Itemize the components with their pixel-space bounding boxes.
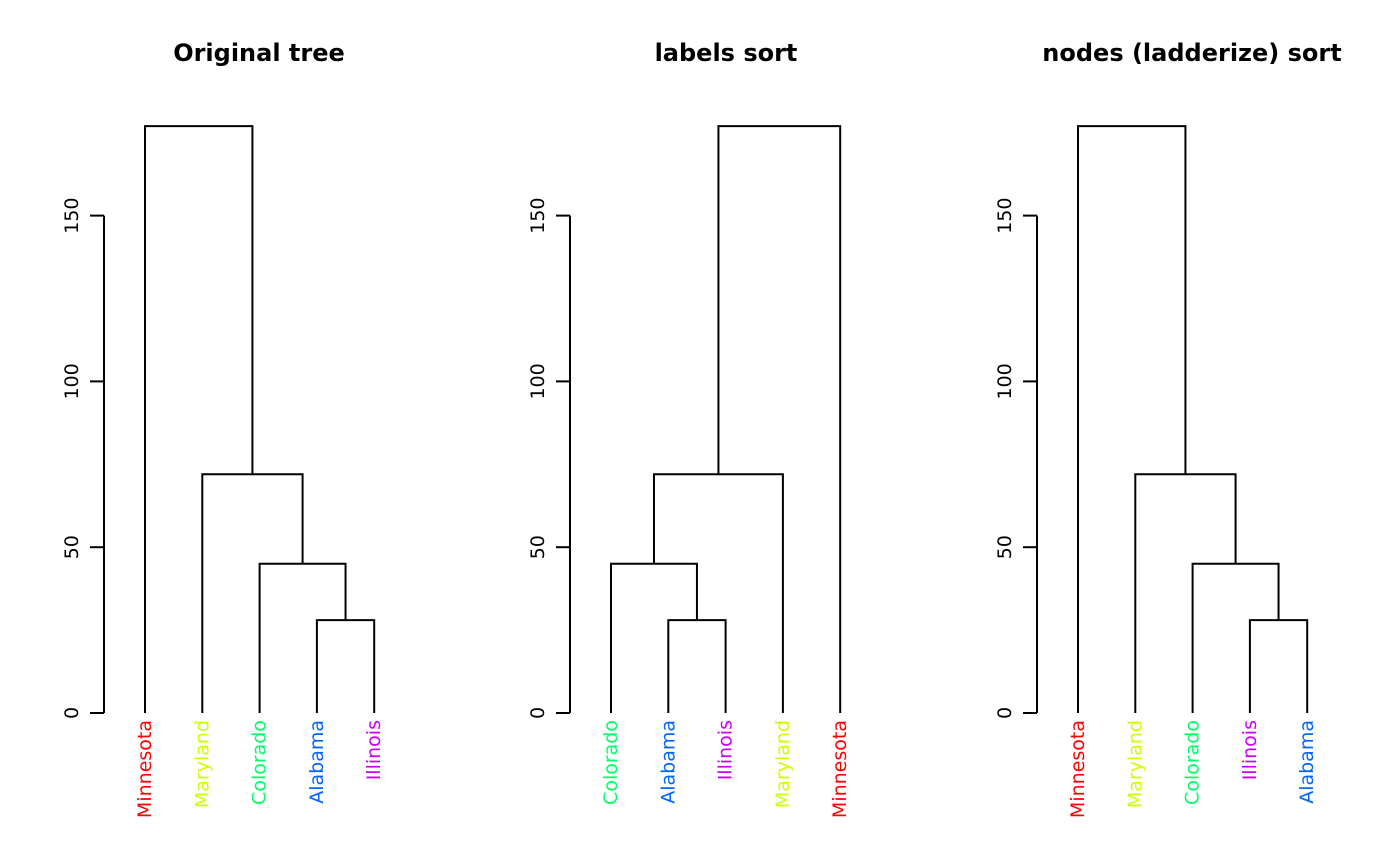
panel-nodes-ladderize-sort: nodes (ladderize) sort 0 50 100 150 Minnesot… [994,39,1342,818]
leaf-label: Alabama [1296,720,1318,804]
dendrogram-branch [717,125,842,713]
dendrogram-branch [201,473,304,713]
panel-labels-sort: labels sort 0 50 100 150 Colorado Alabama Illi… [527,39,851,818]
y-tick-label: 100 [527,363,549,399]
dendrogram-branch [144,125,254,713]
y-tick-label: 150 [994,197,1016,233]
leaf-label: Colorado [249,720,271,805]
y-tick-label: 150 [61,197,83,233]
leaf-label: Maryland [772,720,794,808]
y-tick-label: 150 [527,197,549,233]
y-tick-label: 100 [61,363,83,399]
dendrogram-branch [1248,619,1309,713]
y-tick-label: 50 [61,535,83,559]
panel-title: nodes (ladderize) sort [1042,39,1341,67]
leaf-label: Alabama [306,720,328,804]
leaf-label: Illinois [1239,720,1261,780]
leaf-label: Maryland [1124,720,1146,808]
leaf-label: Illinois [715,720,737,780]
panel-title: labels sort [655,39,798,67]
dendrogram-branch [1077,125,1187,713]
leaf-label: Minnesota [1067,720,1089,818]
y-tick-label: 50 [994,535,1016,559]
dendrogram-branch [610,562,698,713]
dendrogram-branch [1191,562,1280,713]
panel-title: Original tree [173,39,345,67]
leaf-label: Illinois [363,720,385,780]
y-tick-label: 100 [994,363,1016,399]
y-tick-label: 0 [527,707,549,719]
dendrogram-branch [315,619,376,713]
dendrogram-branch [258,562,347,713]
y-tick-label: 0 [61,707,83,719]
dendrogram-branch [667,619,727,713]
dendrogram-branch [652,473,784,713]
leaf-label: Alabama [657,720,679,804]
panel-original-tree: Original tree 0 50 100 150 Minnesota Maryland… [61,39,385,818]
dendrogram-branch [1134,473,1237,713]
leaf-label: Maryland [191,720,213,808]
leaf-label: Colorado [600,720,622,805]
leaf-label: Minnesota [829,720,851,818]
y-tick-label: 0 [994,707,1016,719]
leaf-label: Minnesota [134,720,156,818]
y-tick-label: 50 [527,535,549,559]
leaf-label: Colorado [1182,720,1204,805]
